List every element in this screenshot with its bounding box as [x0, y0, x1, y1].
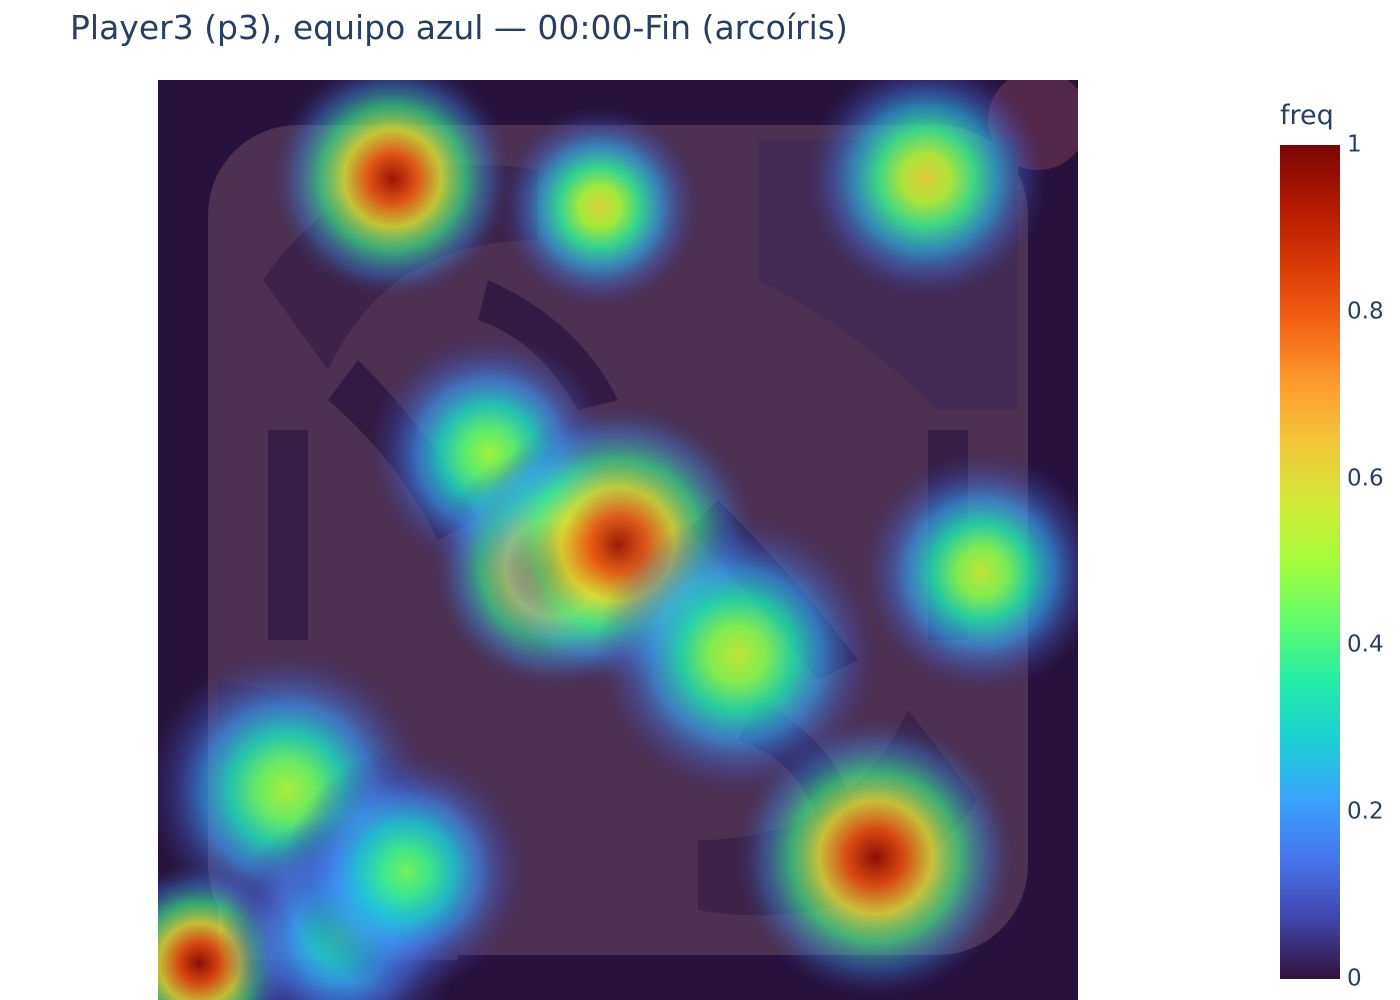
heat-hotspot: [859, 450, 1078, 694]
chart-title: Player3 (p3), equipo azul — 00:00-Fin (a…: [70, 8, 848, 47]
colorbar-tick-label: 0.6: [1347, 465, 1384, 492]
colorbar-title: freq: [1280, 100, 1334, 131]
colorbar-tick-label: 0.8: [1347, 298, 1384, 325]
heat-hotspot: [733, 715, 1018, 1000]
heat-hotspot: [498, 105, 701, 309]
heat-hotspot: [804, 80, 1048, 300]
heat-layer: [158, 80, 1078, 1000]
colorbar: [1280, 145, 1340, 979]
heat-hotspot: [595, 513, 880, 797]
heatmap-svg[interactable]: [158, 80, 1078, 1000]
heat-hotspot: [271, 80, 515, 300]
colorbar-tick-label: 0.2: [1347, 798, 1384, 825]
heat-hotspot: [284, 749, 528, 993]
colorbar-tick-label: 0.4: [1347, 631, 1384, 658]
colorbar-tick-label: 1: [1347, 131, 1362, 158]
heatmap-plot[interactable]: [158, 80, 1078, 1000]
colorbar-tick-label: 0: [1347, 965, 1362, 992]
